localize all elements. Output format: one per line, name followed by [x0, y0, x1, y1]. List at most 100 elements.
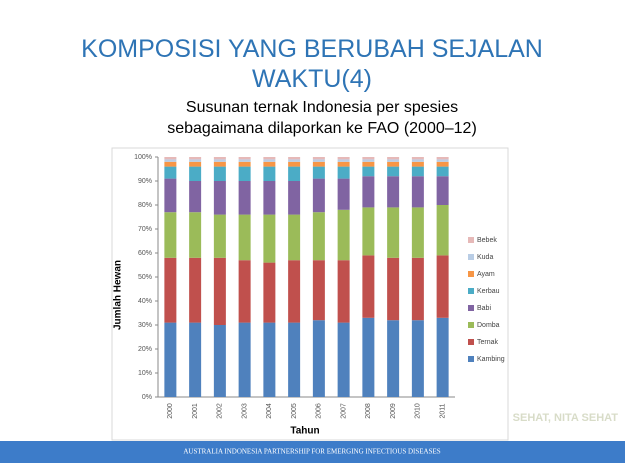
- bar-segment: [436, 161, 449, 167]
- bar-segment: [362, 159, 375, 162]
- legend-swatch: [468, 237, 474, 243]
- bar-segment: [436, 176, 449, 205]
- bar-segment: [387, 157, 400, 160]
- bar-segment: [164, 157, 177, 160]
- bar-segment: [362, 157, 375, 160]
- bar-segment: [387, 176, 400, 208]
- bar-segment: [362, 317, 375, 397]
- y-tick-label: 10%: [138, 370, 152, 377]
- bar-segment: [288, 260, 301, 323]
- bar-segment: [164, 212, 177, 258]
- bar-segment: [411, 320, 424, 397]
- bar-segment: [436, 205, 449, 256]
- bar-segment: [263, 214, 276, 263]
- bar-segment: [337, 161, 350, 167]
- bar-segment: [263, 322, 276, 397]
- bar-segment: [213, 214, 226, 258]
- bar-segment: [288, 322, 301, 397]
- bar-segment: [387, 320, 400, 397]
- bar-segment: [387, 166, 400, 177]
- bar-segment: [213, 159, 226, 162]
- legend-swatch: [468, 356, 474, 362]
- bar-segment: [411, 159, 424, 162]
- bar-segment: [238, 214, 251, 261]
- bar-segment: [263, 161, 276, 167]
- bar-segment: [263, 262, 276, 323]
- y-axis-title: Jumlah Hewan: [113, 260, 124, 330]
- subtitle: Susunan ternak Indonesia per spesies seba…: [167, 99, 477, 137]
- x-tick-label: 2011: [439, 403, 446, 418]
- x-tick-label: 2009: [390, 403, 397, 419]
- legend-label: Ternak: [477, 339, 499, 346]
- bar-segment: [238, 322, 251, 397]
- y-tick-label: 70%: [138, 226, 152, 233]
- bar-segment: [436, 159, 449, 162]
- x-tick-label: 2005: [291, 403, 298, 419]
- bar-segment: [337, 322, 350, 397]
- bar-segment: [337, 166, 350, 179]
- bar-segment: [238, 161, 251, 167]
- bar-segment: [436, 255, 449, 318]
- slide-title: KOMPOSISI YANG BERUBAH SEJALAN WAKTU(4): [81, 35, 543, 93]
- bar-segment: [337, 260, 350, 323]
- x-axis-title: Tahun: [290, 426, 319, 437]
- bar-segment: [312, 178, 325, 213]
- legend-label: Bebek: [477, 237, 497, 244]
- x-tick-label: 2003: [241, 403, 248, 419]
- bar-segment: [362, 255, 375, 318]
- bar-segment: [213, 257, 226, 325]
- bar-segment: [288, 166, 301, 181]
- bar-segment: [411, 176, 424, 208]
- bar-segment: [164, 257, 177, 323]
- y-tick-label: 90%: [138, 178, 152, 185]
- bar-segment: [263, 157, 276, 160]
- x-tick-label: 2006: [316, 403, 323, 419]
- x-tick-label: 2002: [217, 403, 224, 419]
- legend-label: Kuda: [477, 254, 493, 261]
- bar-segment: [337, 159, 350, 162]
- bar-segment: [164, 322, 177, 397]
- bar-segment: [213, 161, 226, 167]
- x-tick-label: 2010: [415, 403, 422, 419]
- bar-segment: [436, 157, 449, 160]
- bar-segment: [189, 159, 202, 162]
- bar-segment: [312, 260, 325, 321]
- legend-swatch: [468, 254, 474, 260]
- y-tick-label: 0%: [142, 394, 152, 401]
- bar-segment: [213, 181, 226, 215]
- footer-text: AUSTRALIA INDONESIA PARTNERSHIP FOR EMER…: [183, 448, 440, 456]
- bar-segment: [387, 207, 400, 258]
- bar-segment: [288, 157, 301, 160]
- bar-segment: [362, 161, 375, 167]
- x-tick-label: 2001: [192, 403, 199, 419]
- bar-segment: [189, 157, 202, 160]
- bar-segment: [164, 166, 177, 179]
- bar-segment: [387, 159, 400, 162]
- x-tick-label: 2004: [266, 403, 273, 419]
- bar-segment: [337, 157, 350, 160]
- bar-segment: [436, 166, 449, 177]
- legend-label: Babi: [477, 305, 491, 312]
- y-tick-label: 100%: [134, 154, 152, 161]
- bar-segment: [189, 161, 202, 167]
- bar-segment: [288, 214, 301, 261]
- bar-segment: [238, 159, 251, 162]
- x-tick-label: 2007: [340, 403, 347, 419]
- bar-segment: [238, 157, 251, 160]
- bar-segment: [263, 159, 276, 162]
- bar-segment: [164, 178, 177, 213]
- bar-segment: [411, 157, 424, 160]
- legend-label: Kerbau: [477, 288, 500, 295]
- bar-segment: [288, 181, 301, 215]
- legend-label: Ayam: [477, 271, 495, 278]
- bar-segment: [411, 257, 424, 321]
- x-tick-label: 2000: [167, 403, 174, 419]
- bar-segment: [263, 181, 276, 215]
- bar-segment: [337, 209, 350, 261]
- y-tick-label: 80%: [138, 202, 152, 209]
- watermark: SEHAT, NITA SEHAT: [513, 412, 619, 424]
- bar-segment: [189, 257, 202, 323]
- bar-segment: [213, 325, 226, 397]
- footer-bar: [0, 441, 625, 463]
